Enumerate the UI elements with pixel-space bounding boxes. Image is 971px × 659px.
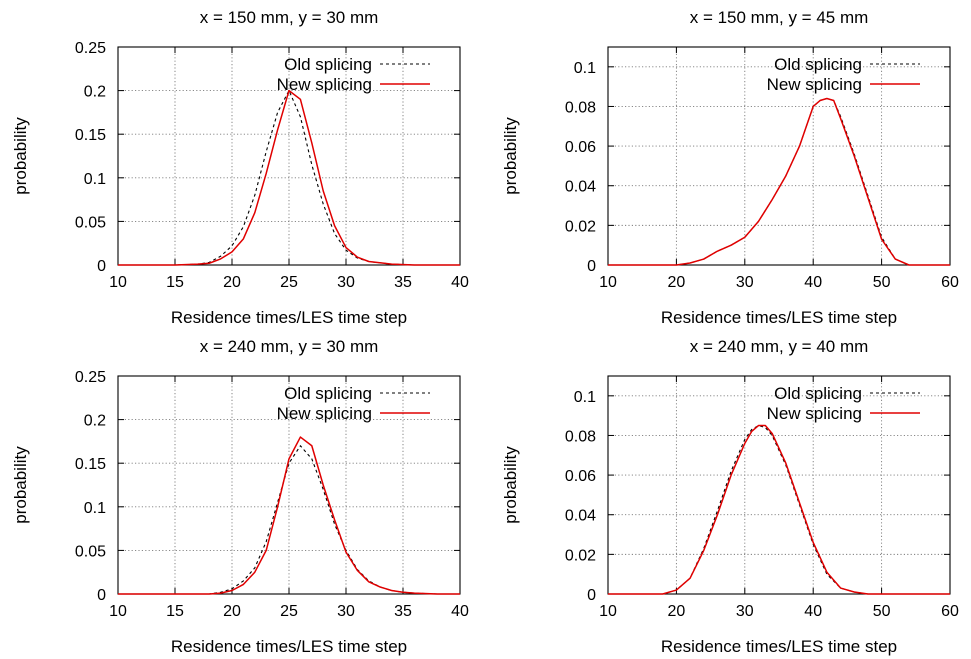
y-tick-label: 0.1: [574, 389, 596, 406]
series-line-old-splicing: [608, 97, 950, 266]
x-tick-label: 15: [166, 274, 184, 291]
legend-label: Old splicing: [284, 55, 372, 74]
chart-panel: 10 15 20 25 30 35 40 0 0.05 0.1 0.15 0.2 0.25 x = 240…: [11, 337, 469, 656]
x-tick-label: 30: [736, 274, 754, 291]
y-tick-label: 0: [587, 587, 596, 604]
x-tick-label: 15: [166, 603, 184, 620]
legend-label: New splicing: [767, 75, 862, 94]
y-tick-label: 0.1: [84, 500, 106, 517]
x-tick-label: 30: [337, 603, 355, 620]
y-tick-label: 0.02: [565, 547, 596, 564]
chart-panel: 10 20 30 40 50 60 0 0.02 0.04 0.06 0.08 0.1 x = 240 …: [501, 337, 959, 656]
x-tick-label: 50: [873, 274, 891, 291]
y-tick-label: 0.08: [565, 428, 596, 445]
x-axis-label: Residence times/LES time step: [661, 308, 897, 327]
y-tick-label: 0.1: [574, 60, 596, 77]
x-tick-label: 10: [599, 603, 617, 620]
series-line-new-splicing: [608, 97, 950, 266]
y-tick-label: 0.05: [75, 543, 106, 560]
x-tick-label: 20: [668, 603, 686, 620]
x-tick-label: 10: [109, 274, 127, 291]
x-tick-label: 40: [804, 603, 822, 620]
series-line-new-splicing: [608, 424, 950, 595]
y-tick-label: 0.2: [84, 84, 106, 101]
x-tick-label: 25: [280, 603, 298, 620]
x-tick-label: 60: [941, 274, 959, 291]
y-tick-label: 0.06: [565, 139, 596, 156]
chart-title: x = 150 mm, y = 30 mm: [200, 8, 379, 27]
x-tick-label: 60: [941, 603, 959, 620]
y-axis-label: probability: [11, 117, 30, 195]
x-tick-label: 10: [109, 603, 127, 620]
y-tick-label: 0.04: [565, 179, 596, 196]
x-tick-label: 10: [599, 274, 617, 291]
y-axis-label: probability: [501, 446, 520, 524]
y-axis-label: probability: [501, 117, 520, 195]
y-tick-label: 0.15: [75, 456, 106, 473]
x-axis-label: Residence times/LES time step: [661, 637, 897, 656]
x-tick-label: 40: [451, 274, 469, 291]
plot-frame: [117, 375, 461, 595]
chart-panel: 10 15 20 25 30 35 40 0 0.05 0.1 0.15 0.2 0.25 x = 150…: [11, 8, 469, 327]
y-tick-label: 0.08: [565, 99, 596, 116]
chart-title: x = 240 mm, y = 40 mm: [690, 337, 869, 356]
x-tick-label: 40: [451, 603, 469, 620]
y-tick-label: 0.25: [75, 369, 106, 386]
x-tick-label: 50: [873, 603, 891, 620]
x-tick-label: 30: [736, 603, 754, 620]
plot-frame: [607, 375, 951, 595]
series-line-new-splicing: [118, 436, 460, 595]
x-tick-label: 30: [337, 274, 355, 291]
y-tick-label: 0: [97, 587, 106, 604]
y-tick-label: 0.25: [75, 40, 106, 57]
legend-label: New splicing: [767, 404, 862, 423]
legend-label: Old splicing: [284, 384, 372, 403]
x-axis-label: Residence times/LES time step: [171, 308, 407, 327]
legend-label: New splicing: [277, 75, 372, 94]
x-tick-label: 25: [280, 274, 298, 291]
chart-title: x = 240 mm, y = 30 mm: [200, 337, 379, 356]
y-tick-label: 0.2: [84, 413, 106, 430]
y-axis-label: probability: [11, 446, 30, 524]
chart-panel: 10 20 30 40 50 60 0 0.02 0.04 0.06 0.08 0.1 x = 150 …: [501, 8, 959, 327]
y-tick-label: 0.05: [75, 214, 106, 231]
x-tick-label: 20: [223, 274, 241, 291]
y-tick-label: 0.1: [84, 171, 106, 188]
legend-label: Old splicing: [774, 55, 862, 74]
y-tick-label: 0.02: [565, 218, 596, 235]
plot-frame: [117, 46, 461, 266]
y-tick-label: 0.15: [75, 127, 106, 144]
y-tick-label: 0.04: [565, 508, 596, 525]
y-tick-label: 0.06: [565, 468, 596, 485]
series-line-old-splicing: [608, 424, 950, 595]
series-line-new-splicing: [118, 89, 460, 266]
plot-frame: [607, 46, 951, 266]
x-axis-label: Residence times/LES time step: [171, 637, 407, 656]
series-line-old-splicing: [118, 445, 460, 595]
x-tick-label: 20: [223, 603, 241, 620]
x-tick-label: 40: [804, 274, 822, 291]
y-tick-label: 0: [97, 258, 106, 275]
chart-title: x = 150 mm, y = 45 mm: [690, 8, 869, 27]
x-tick-label: 35: [394, 603, 412, 620]
legend-label: Old splicing: [774, 384, 862, 403]
y-tick-label: 0: [587, 258, 596, 275]
x-tick-label: 35: [394, 274, 412, 291]
x-tick-label: 20: [668, 274, 686, 291]
legend-label: New splicing: [277, 404, 372, 423]
